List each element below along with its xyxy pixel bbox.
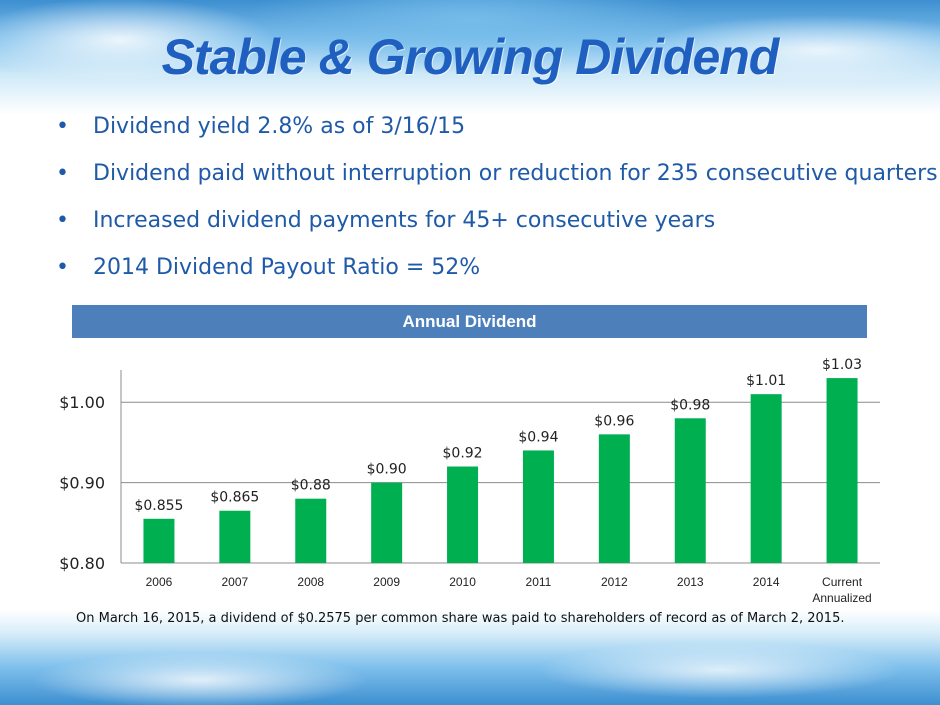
bullet-item: • Dividend yield 2.8% as of 3/16/15 xyxy=(56,112,938,159)
y-tick-label: $0.80 xyxy=(59,554,105,573)
bullet-item: • Dividend paid without interruption or r… xyxy=(56,159,938,206)
bullet-icon: • xyxy=(56,208,69,233)
bar xyxy=(219,510,251,563)
data-label: $1.01 xyxy=(746,373,786,389)
data-label: $0.94 xyxy=(518,429,558,445)
data-label: $1.03 xyxy=(822,357,862,373)
bullet-text: Dividend yield 2.8% as of 3/16/15 xyxy=(93,114,466,139)
x-tick-label: 2009 xyxy=(373,575,400,589)
bullet-text: Dividend paid without interruption or re… xyxy=(93,161,938,186)
water-banner-bottom xyxy=(0,610,940,705)
bullet-icon: • xyxy=(56,161,69,186)
bullet-item: • Increased dividend payments for 45+ con… xyxy=(56,206,938,253)
footnote: On March 16, 2015, a dividend of $0.2575… xyxy=(76,611,845,626)
chart-header: Annual Dividend xyxy=(72,305,867,338)
x-tick-label: 2011 xyxy=(526,575,552,589)
x-tick-label: 2010 xyxy=(449,575,476,589)
bullet-text: Increased dividend payments for 45+ cons… xyxy=(93,208,716,233)
bullet-item: • 2014 Dividend Payout Ratio = 52% xyxy=(56,253,938,300)
x-tick-label: 2012 xyxy=(601,575,628,589)
x-tick-label: Current Annualized xyxy=(812,575,871,605)
y-tick-label: $0.90 xyxy=(59,474,105,493)
bar xyxy=(750,394,782,563)
data-label: $0.90 xyxy=(367,462,407,478)
data-label: $0.92 xyxy=(443,446,483,462)
bullet-icon: • xyxy=(56,255,69,280)
page-title: Stable & Growing Dividend xyxy=(161,29,780,85)
bullet-list: • Dividend yield 2.8% as of 3/16/15 • Divi… xyxy=(56,112,938,300)
bar xyxy=(143,518,175,563)
data-label: $0.96 xyxy=(594,413,634,429)
x-tick-label: 2014 xyxy=(753,575,780,589)
bullet-text: 2014 Dividend Payout Ratio = 52% xyxy=(93,255,481,280)
bar xyxy=(371,482,403,563)
x-tick-label: 2007 xyxy=(221,575,248,589)
bar xyxy=(522,450,554,563)
bar xyxy=(447,466,479,563)
data-label: $0.98 xyxy=(670,397,710,413)
bar xyxy=(674,418,706,563)
dividend-bar-chart: $0.80 $0.90 $1.00 $0.855 2006 $0.865 2007 $0.88… xyxy=(59,357,880,605)
data-label: $0.865 xyxy=(210,490,259,506)
x-tick-label: 2006 xyxy=(146,575,173,589)
y-tick-label: $1.00 xyxy=(59,393,105,412)
x-tick-label: 2008 xyxy=(297,575,324,589)
bar xyxy=(598,434,630,563)
bar xyxy=(826,378,858,563)
data-label: $0.88 xyxy=(291,478,331,494)
bar xyxy=(295,498,327,563)
data-label: $0.855 xyxy=(134,498,183,514)
bullet-icon: • xyxy=(56,114,69,139)
water-banner-top xyxy=(0,0,940,115)
x-tick-label: 2013 xyxy=(677,575,704,589)
